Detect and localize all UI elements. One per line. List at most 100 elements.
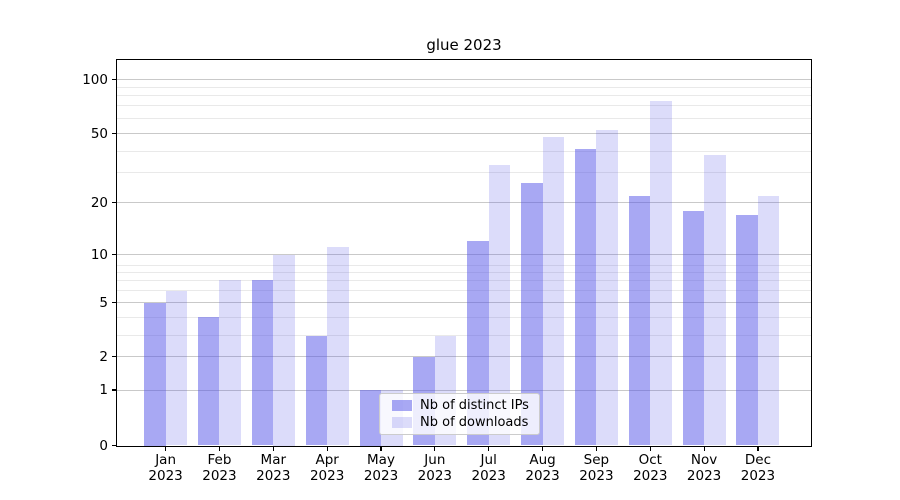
legend-item-distinct-ips: Nb of distinct IPs xyxy=(392,398,529,413)
bar-downloads-dec xyxy=(757,195,780,446)
x-tick-label: Apr 2023 xyxy=(297,452,357,485)
bar-distinct-ips-mar xyxy=(251,280,274,446)
gridline-minor xyxy=(117,264,811,266)
x-tick-mark xyxy=(272,446,274,451)
x-tick-label: Sep 2023 xyxy=(566,452,626,485)
chart-title: glue 2023 xyxy=(426,36,502,54)
x-tick-mark xyxy=(380,446,382,451)
y-tick-mark xyxy=(112,132,116,135)
bar-downloads-oct xyxy=(650,100,672,446)
gridline-minor xyxy=(117,335,811,337)
y-tick-label: 2 xyxy=(99,348,108,365)
x-tick-label: Jan 2023 xyxy=(136,452,196,485)
x-tick-label: Oct 2023 xyxy=(620,452,680,485)
gridline-major xyxy=(117,254,811,255)
gridline-minor xyxy=(117,117,811,119)
x-tick-year: 2023 xyxy=(740,468,776,484)
gridline-minor xyxy=(117,290,811,292)
y-tick-mark xyxy=(112,253,116,256)
y-tick-mark xyxy=(112,301,116,304)
bar-downloads-sep xyxy=(596,130,618,446)
x-tick-mark xyxy=(703,446,705,451)
x-tick-label: Jun 2023 xyxy=(405,452,465,485)
x-tick-label: Dec 2023 xyxy=(728,452,788,485)
bar-distinct-ips-dec xyxy=(736,214,758,446)
x-tick-mark xyxy=(595,446,597,451)
bar-distinct-ips-apr xyxy=(305,335,328,446)
bar-distinct-ips-aug xyxy=(521,183,543,446)
gridline-major xyxy=(117,202,811,204)
bar-downloads-feb xyxy=(219,280,241,446)
bar-distinct-ips-oct xyxy=(628,195,651,446)
bar-downloads-nov xyxy=(704,154,726,446)
gridline-minor xyxy=(117,105,811,107)
x-tick-year: 2023 xyxy=(309,468,345,484)
gridline-minor xyxy=(117,279,811,281)
x-tick-year: 2023 xyxy=(633,468,668,484)
x-tick-year: 2023 xyxy=(525,468,560,484)
y-tick-label: 0 xyxy=(99,437,108,454)
x-tick-year: 2023 xyxy=(417,468,453,484)
legend-label-downloads: Nb of downloads xyxy=(420,415,529,430)
gridline-minor xyxy=(117,95,811,97)
legend-swatch-downloads xyxy=(392,417,412,428)
legend: Nb of distinct IPs Nb of downloads xyxy=(379,393,540,435)
x-tick-year: 2023 xyxy=(471,468,506,484)
x-tick-mark xyxy=(218,446,221,451)
x-tick-label: May 2023 xyxy=(351,452,411,485)
gridline-major xyxy=(117,79,811,80)
x-tick-year: 2023 xyxy=(686,468,722,484)
x-tick-year: 2023 xyxy=(256,468,291,484)
y-tick-mark xyxy=(112,78,116,81)
y-tick-label: 20 xyxy=(90,194,108,211)
gridline-major xyxy=(117,356,811,358)
legend-item-downloads: Nb of downloads xyxy=(392,415,529,430)
bar-downloads-apr xyxy=(327,247,349,446)
y-tick-label: 50 xyxy=(90,125,108,142)
x-tick-label: Nov 2023 xyxy=(674,452,734,485)
x-tick-mark xyxy=(757,446,759,451)
y-tick-mark xyxy=(112,444,116,447)
y-tick-mark xyxy=(112,202,116,204)
gridline-minor xyxy=(117,272,811,273)
y-tick-label: 5 xyxy=(99,294,108,311)
bar-distinct-ips-nov xyxy=(682,210,705,446)
x-tick-year: 2023 xyxy=(148,468,183,484)
x-tick-mark xyxy=(541,446,544,451)
x-tick-label: Jul 2023 xyxy=(459,452,519,485)
bar-downloads-jan xyxy=(165,290,188,446)
x-tick-year: 2023 xyxy=(363,468,399,484)
x-tick-label: Mar 2023 xyxy=(243,452,303,485)
bar-distinct-ips-jan xyxy=(144,302,166,446)
gridline-minor xyxy=(117,87,811,89)
x-tick-year: 2023 xyxy=(202,468,237,484)
gridline-minor xyxy=(117,172,811,173)
x-tick-mark xyxy=(488,446,490,451)
legend-swatch-distinct-ips xyxy=(392,400,412,411)
bar-distinct-ips-sep xyxy=(574,149,597,446)
gridline-major xyxy=(117,389,811,391)
y-tick-mark xyxy=(112,389,116,391)
x-tick-mark xyxy=(326,446,328,451)
bar-downloads-mar xyxy=(273,254,295,446)
y-tick-label: 10 xyxy=(90,246,108,263)
y-tick-label: 100 xyxy=(82,71,108,88)
x-tick-mark xyxy=(434,446,436,451)
y-tick-label: 1 xyxy=(99,382,108,398)
bar-downloads-jul xyxy=(488,165,511,446)
bar-distinct-ips-feb xyxy=(197,317,220,446)
bar-downloads-aug xyxy=(542,136,565,446)
gridline-major xyxy=(117,302,811,303)
legend-label-distinct-ips: Nb of distinct IPs xyxy=(420,398,529,413)
x-tick-label: Feb 2023 xyxy=(189,452,249,485)
x-tick-mark xyxy=(649,446,651,451)
y-tick-mark xyxy=(112,356,116,358)
x-tick-year: 2023 xyxy=(579,468,614,484)
x-tick-label: Aug 2023 xyxy=(513,452,573,485)
gridline-major xyxy=(117,133,811,134)
gridline-minor xyxy=(117,150,811,152)
x-tick-mark xyxy=(165,446,167,451)
